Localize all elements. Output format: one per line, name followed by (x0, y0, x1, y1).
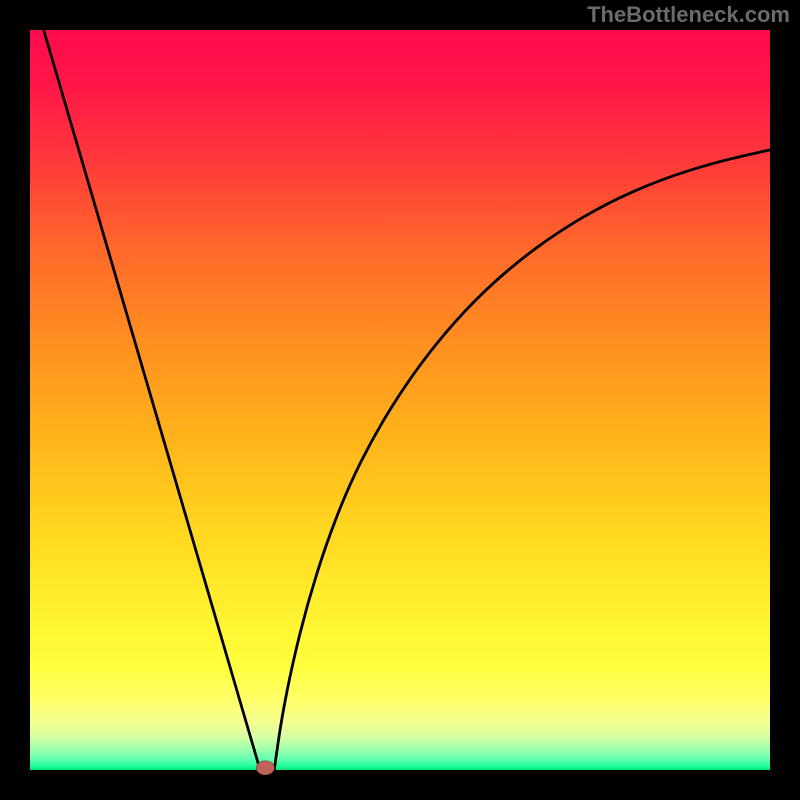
chart-container: TheBottleneck.com (0, 0, 800, 800)
watermark-text: TheBottleneck.com (587, 2, 790, 28)
bottleneck-chart (0, 0, 800, 800)
minimum-marker (256, 761, 274, 775)
plot-background (30, 30, 770, 770)
